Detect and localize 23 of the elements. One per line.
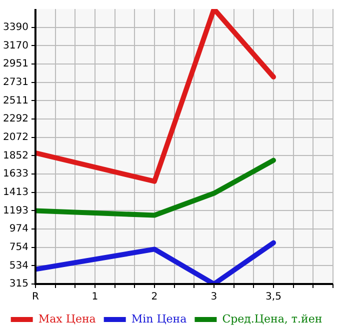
y-tick-label: 1852 <box>2 150 28 162</box>
x-tick-label: 2 <box>151 292 158 303</box>
x-tick-label: 1 <box>92 292 98 303</box>
y-tick-label: 2511 <box>2 95 28 106</box>
y-tick-label: 315 <box>9 278 28 290</box>
y-tick-label: 1413 <box>2 186 28 198</box>
y-tick-label: 3390 <box>2 22 28 33</box>
y-tick-label: 974 <box>9 224 28 235</box>
y-tick-label: 1193 <box>2 205 28 216</box>
legend-label: Min Цена <box>131 312 188 326</box>
legend-label: Сред.Цена, т.йен <box>222 312 322 326</box>
y-tick-label: 3170 <box>2 40 28 52</box>
x-tick-label: 3 <box>210 292 218 303</box>
legend-label: Max Цена <box>38 312 96 326</box>
y-tick-label: 2951 <box>2 58 28 70</box>
y-tick-label: 1633 <box>2 168 28 180</box>
x-tick-label: 3,5 <box>266 292 282 303</box>
y-tick-label: 534 <box>9 260 28 272</box>
y-tick-label: 754 <box>9 242 28 253</box>
y-tick-label: 2072 <box>2 132 28 143</box>
y-tick-label: 2292 <box>2 114 28 125</box>
x-tick-label: R <box>32 292 39 303</box>
y-tick-label: 2731 <box>2 76 28 88</box>
